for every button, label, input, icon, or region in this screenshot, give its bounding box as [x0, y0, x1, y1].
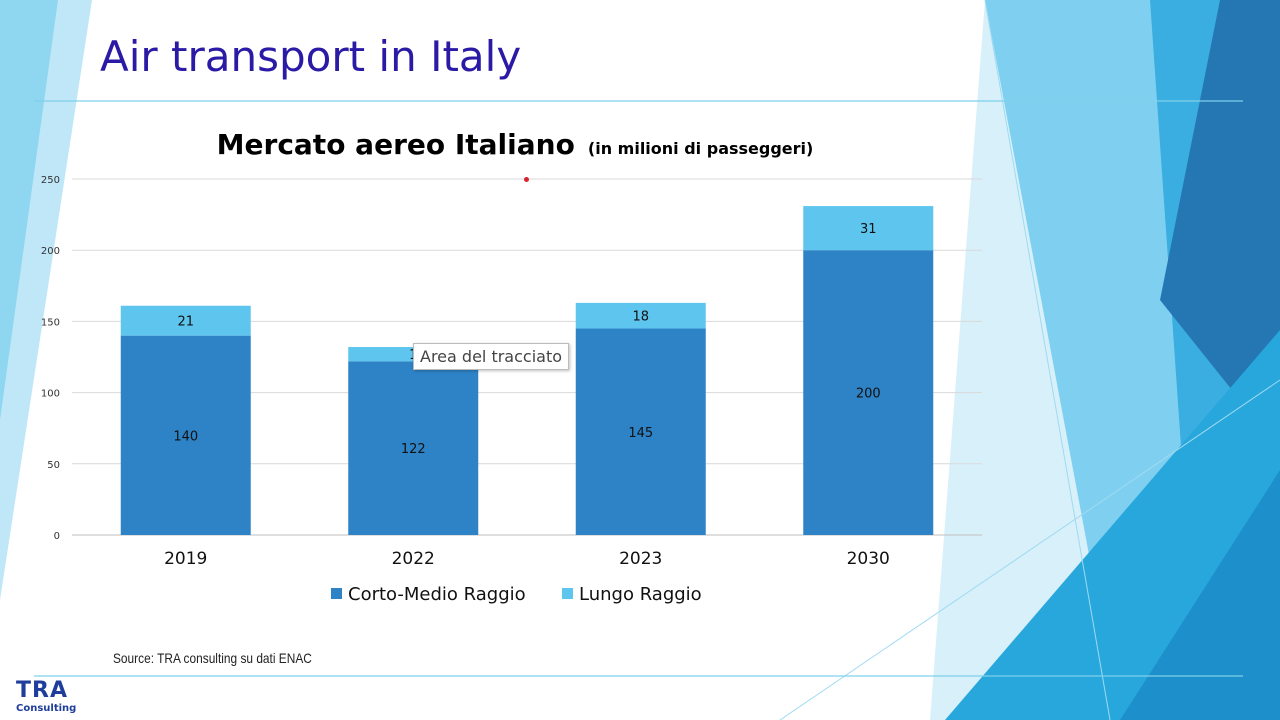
chart-subtitle: (in milioni di passeggeri) — [588, 139, 813, 158]
decor-line-2 — [779, 379, 1280, 720]
bar-corto-medio-raggio-2030[interactable] — [803, 250, 934, 535]
decor-line-1 — [984, 0, 1111, 720]
bar-corto-medio-raggio-2022[interactable] — [348, 361, 479, 535]
bottom-right-wedge-dark — [1120, 470, 1280, 720]
bar-corto-medio-raggio-2023[interactable] — [575, 328, 706, 535]
data-label: 145 — [628, 426, 653, 441]
chart-title-main: Mercato aereo Italiano — [217, 128, 575, 161]
bar-lungo-raggio-2023[interactable] — [575, 302, 706, 329]
y-tick-label: 200 — [41, 246, 60, 257]
legend-swatch — [331, 588, 342, 599]
y-tick-label: 250 — [41, 175, 60, 186]
x-category-label: 2030 — [847, 549, 890, 569]
y-tick-label: 0 — [54, 531, 60, 542]
x-category-label: 2022 — [392, 549, 435, 569]
legend-label: Corto-Medio Raggio — [348, 584, 526, 605]
legend-item-0[interactable]: Corto-Medio Raggio — [331, 584, 526, 605]
x-category-label: 2019 — [164, 549, 207, 569]
data-label: 21 — [177, 315, 194, 330]
legend-swatch — [562, 588, 573, 599]
left-accent — [0, 0, 58, 420]
source-note: Source: TRA consulting su dati ENAC — [113, 650, 312, 666]
x-axis-labels: 2019 2022 2023 2030 — [164, 549, 890, 569]
y-tick-label: 150 — [41, 317, 60, 328]
legend-label: Lungo Raggio — [579, 584, 702, 605]
y-tick-label: 50 — [47, 460, 60, 471]
legend-item-1[interactable]: Lungo Raggio — [562, 584, 702, 605]
bar-lungo-raggio-2030[interactable] — [803, 206, 934, 251]
right-wedge-dark — [1160, 0, 1280, 450]
cursor-marker — [524, 177, 529, 182]
data-label: 200 — [856, 387, 881, 402]
bar-corto-medio-raggio-2019[interactable] — [120, 335, 251, 535]
y-tick-label: 100 — [41, 389, 60, 400]
bar-lungo-raggio-2019[interactable] — [120, 305, 251, 336]
slide-title: Air transport in Italy — [100, 32, 522, 81]
data-label: 18 — [632, 310, 649, 325]
legend[interactable]: Corto-Medio Raggio Lungo Raggio — [331, 584, 702, 605]
x-category-label: 2023 — [619, 549, 662, 569]
data-label: 31 — [860, 222, 877, 237]
data-label: 140 — [173, 429, 198, 444]
logo-main: TRA — [16, 678, 68, 703]
tra-logo: TRA Consulting — [16, 680, 76, 716]
bars[interactable]: 1402112211451820031 — [120, 206, 934, 535]
logo-sub: Consulting — [16, 703, 77, 714]
data-label: 122 — [401, 442, 426, 457]
y-axis-ticks: 0 50 100 150 200 250 — [41, 175, 60, 542]
plot-area-tooltip: Area del tracciato — [413, 343, 569, 370]
chart-title: Mercato aereo Italiano (in milioni di pa… — [217, 128, 814, 161]
